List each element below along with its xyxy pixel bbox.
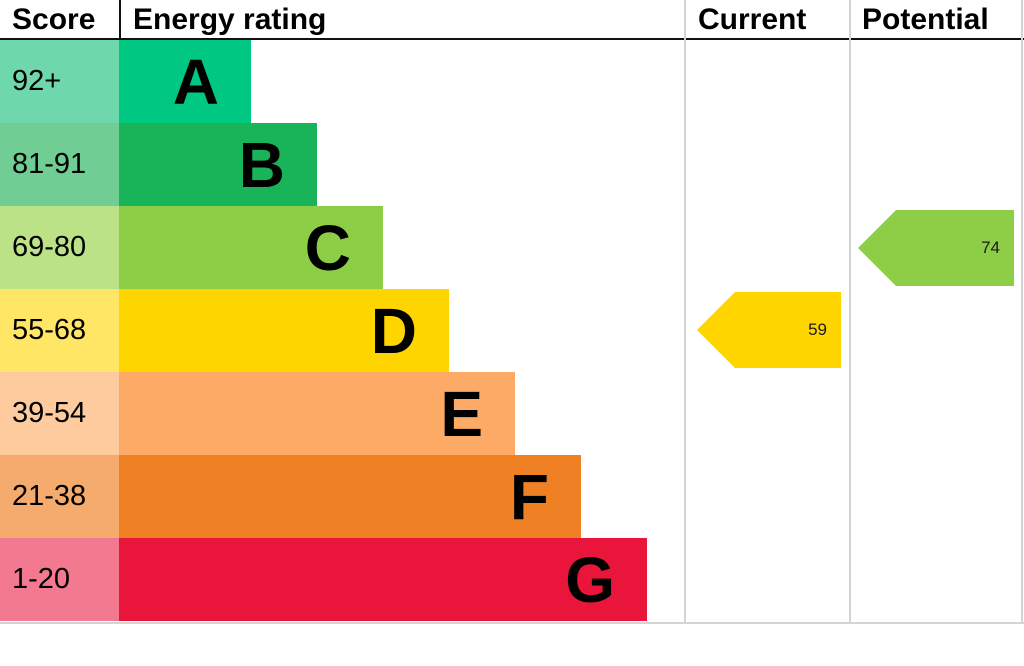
- band-bar: D: [119, 289, 449, 372]
- potential-column-divider: [849, 0, 851, 624]
- chart-bottom-divider: [0, 622, 1024, 624]
- score-range: 81-91: [12, 148, 87, 180]
- band-rows: 92+ A 81-91 B 69-80 C 55-68 D 39-54 E 21…: [0, 40, 1024, 621]
- right-edge-divider: [1021, 0, 1023, 624]
- potential-value: 74: [981, 238, 1000, 257]
- band-letter: E: [440, 377, 483, 450]
- band-letter: B: [238, 128, 285, 201]
- band-letter: F: [509, 460, 549, 533]
- current-column-header: Current: [698, 3, 807, 36]
- score-cell: 81-91: [0, 123, 119, 206]
- band-letter: C: [304, 211, 351, 284]
- band-bar: F: [119, 455, 581, 538]
- band-row-d: 55-68 D: [0, 289, 1024, 372]
- score-column-header: Score: [12, 3, 96, 36]
- score-range: 21-38: [12, 480, 87, 512]
- band-bar: A: [119, 40, 251, 123]
- score-column-divider: [119, 0, 121, 40]
- band-bar: C: [119, 206, 383, 289]
- band-bar: G: [119, 538, 647, 621]
- score-range: 39-54: [12, 397, 87, 429]
- score-cell: 69-80: [0, 206, 119, 289]
- score-cell: 39-54: [0, 372, 119, 455]
- score-cell: 21-38: [0, 455, 119, 538]
- band-bar: B: [119, 123, 317, 206]
- score-range: 1-20: [12, 563, 71, 595]
- band-row-c: 69-80 C: [0, 206, 1024, 289]
- current-column-divider: [684, 0, 686, 624]
- potential-column-header: Potential: [862, 3, 989, 36]
- score-range: 55-68: [12, 314, 87, 346]
- score-range: 69-80: [12, 231, 87, 263]
- band-letter: D: [370, 294, 417, 367]
- header-row: Score Energy rating Current Potential: [0, 0, 1024, 40]
- band-row-e: 39-54 E: [0, 372, 1024, 455]
- potential-arrow: 74: [858, 210, 1014, 286]
- score-cell: 92+: [0, 40, 119, 123]
- band-row-b: 81-91 B: [0, 123, 1024, 206]
- band-letter: A: [172, 45, 219, 118]
- band-bar: E: [119, 372, 515, 455]
- energy-rating-column-header: Energy rating: [133, 3, 327, 36]
- current-value: 59: [808, 320, 827, 339]
- current-arrow: 59: [697, 292, 841, 368]
- score-cell: 55-68: [0, 289, 119, 372]
- band-row-f: 21-38 F: [0, 455, 1024, 538]
- band-row-a: 92+ A: [0, 40, 1024, 123]
- score-range: 92+: [12, 65, 62, 97]
- current-arrow-shape: [697, 292, 841, 368]
- band-row-g: 1-20 G: [0, 538, 1024, 621]
- potential-arrow-shape: [858, 210, 1014, 286]
- band-letter: G: [565, 543, 615, 616]
- score-cell: 1-20: [0, 538, 119, 621]
